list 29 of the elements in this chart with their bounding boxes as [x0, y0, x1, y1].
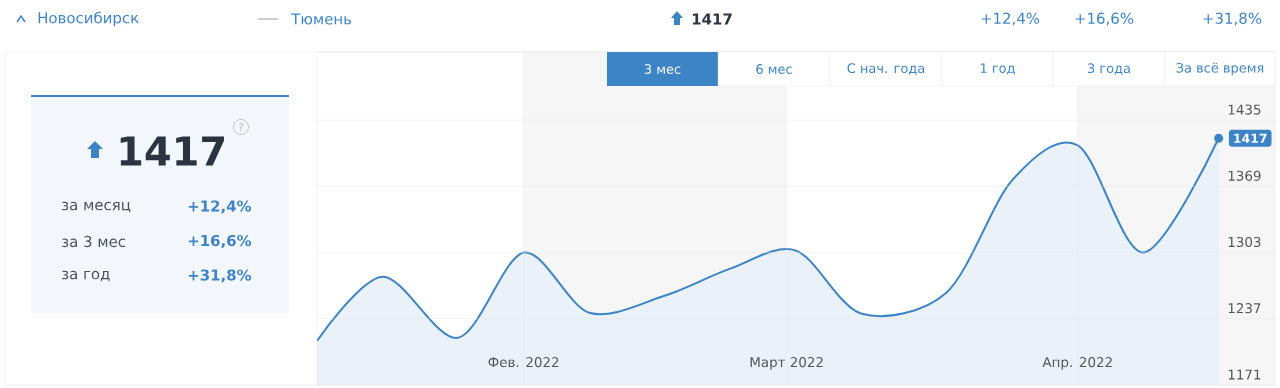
text: +12,4%	[981, 12, 1040, 26]
annotation: 3 мес	[644, 64, 681, 74]
y-tick-label: 1171	[1228, 369, 1261, 380]
annotation: 1 год	[980, 63, 1015, 75]
text: +31,8%	[188, 269, 252, 283]
y-tick-label: 1369	[1228, 170, 1261, 181]
text: +16,6%	[1075, 12, 1134, 26]
text: 1417	[692, 13, 732, 25]
y-tick-label: 1303	[1228, 236, 1261, 248]
text: +12,4%	[188, 200, 252, 214]
text: ?	[239, 123, 243, 131]
text: +16,6%	[188, 234, 252, 249]
text: за год	[62, 270, 110, 282]
text: за 3 мес	[62, 235, 126, 248]
x-tick-label: Март 2022	[750, 357, 823, 370]
annotation: С нач. года	[847, 63, 925, 75]
text: Новосибирск	[38, 11, 139, 27]
text: Тюмень	[291, 13, 352, 25]
text: 1417	[120, 136, 224, 166]
y-tick-label: 1435	[1228, 104, 1261, 115]
x-tick-label: Фев. 2022	[488, 357, 559, 368]
data-label: 1417	[1234, 133, 1267, 143]
x-tick-label: Апр. 2022	[1042, 357, 1112, 370]
annotation: За всё время	[1176, 62, 1264, 76]
annotation: 6 мес	[756, 64, 792, 74]
y-tick-label: 1237	[1228, 303, 1261, 314]
text: за месяц	[62, 201, 131, 213]
text: +31,8%	[1203, 12, 1262, 26]
annotation: 3 года	[1088, 63, 1130, 75]
